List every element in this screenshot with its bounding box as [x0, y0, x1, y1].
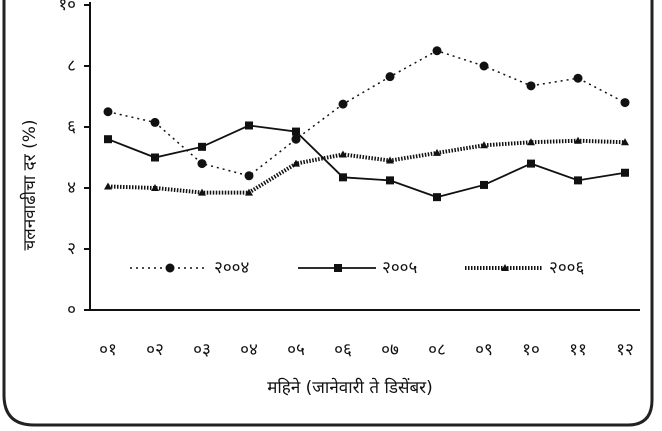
- data-point: [386, 176, 394, 185]
- data-point: [385, 72, 395, 82]
- data-point: [573, 73, 583, 83]
- y-tick-label: ४: [67, 178, 76, 198]
- y-tick-label: ८: [67, 56, 76, 76]
- x-tick-label: ०७: [381, 340, 399, 360]
- data-point: [338, 99, 348, 109]
- data-point: [339, 173, 347, 182]
- data-point: [197, 159, 207, 169]
- data-point: [574, 136, 582, 144]
- data-point: [292, 127, 300, 136]
- data-point: [527, 159, 535, 168]
- data-point: [433, 148, 441, 156]
- x-axis-label: महिने (जानेवारी ते डिसेंबर): [267, 377, 433, 398]
- legend-marker: [501, 264, 509, 271]
- y-tick-label: ६: [67, 117, 76, 137]
- data-point: [480, 180, 488, 189]
- series-line: [107, 124, 626, 199]
- data-point: [244, 171, 254, 181]
- legend-label: २००६: [549, 258, 585, 278]
- x-tick-label: ०४: [240, 340, 258, 360]
- x-tick-label: ०३: [193, 340, 211, 360]
- data-point: [574, 176, 582, 185]
- x-tick-label: ११: [569, 340, 587, 360]
- data-point: [198, 142, 206, 151]
- x-tick-label: ०१: [99, 340, 117, 360]
- x-tick-label: १०: [522, 340, 540, 360]
- data-point: [151, 153, 159, 162]
- data-point: [339, 150, 347, 158]
- data-point: [621, 138, 629, 146]
- legend-marker: [165, 263, 175, 273]
- data-point: [151, 184, 159, 191]
- data-point: [150, 117, 160, 127]
- series-line: [107, 49, 626, 177]
- y-tick-label: १०: [58, 0, 76, 15]
- x-tick-label: १२: [616, 340, 634, 360]
- data-point: [291, 134, 301, 144]
- data-point: [245, 188, 253, 196]
- x-tick-label: ०९: [475, 340, 493, 360]
- legend-label: २००५: [382, 258, 417, 278]
- y-tick-label: २: [67, 239, 76, 259]
- data-point: [292, 159, 300, 167]
- data-point: [104, 135, 112, 144]
- series-line: [107, 138, 626, 195]
- data-point: [527, 138, 535, 146]
- frame: [2, 0, 654, 427]
- x-tick-label: ०२: [146, 340, 164, 360]
- x-tick-label: ०८: [428, 340, 446, 360]
- data-point: [620, 98, 630, 108]
- data-point: [433, 193, 441, 202]
- legend-marker: [334, 264, 342, 272]
- x-tick-label: ०६: [334, 340, 352, 360]
- data-point: [432, 46, 442, 56]
- data-point: [480, 141, 488, 149]
- y-tick-label: ०: [67, 300, 76, 320]
- data-point: [621, 168, 629, 177]
- data-point: [245, 121, 253, 130]
- data-point: [103, 107, 113, 117]
- legend-label: २००४: [214, 258, 249, 278]
- data-point: [198, 188, 206, 196]
- data-point: [526, 81, 536, 91]
- data-point: [104, 182, 112, 190]
- data-point: [386, 156, 394, 164]
- y-axis-label: चलनवाढीचा दर (%): [19, 120, 40, 251]
- x-tick-label: ०५: [287, 340, 305, 360]
- data-point: [479, 61, 489, 71]
